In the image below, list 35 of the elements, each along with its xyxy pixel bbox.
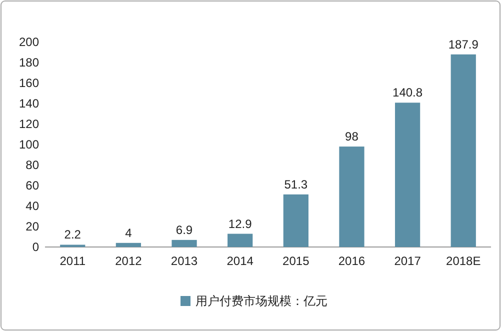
x-tick-label: 2011 bbox=[60, 254, 86, 268]
y-tick-label: 20 bbox=[26, 220, 40, 234]
data-label: 187.9 bbox=[448, 37, 479, 52]
bar bbox=[283, 194, 308, 247]
data-label: 4 bbox=[125, 226, 132, 240]
x-tick-label: 2014 bbox=[226, 254, 254, 268]
y-tick-label: 120 bbox=[18, 117, 40, 132]
legend-label: 用户付费市场规模：亿元 bbox=[196, 294, 328, 308]
y-tick-label: 160 bbox=[18, 76, 40, 90]
data-label: 51.3 bbox=[284, 177, 308, 192]
x-tick-label: 2012 bbox=[115, 254, 142, 268]
y-tick-label: 200 bbox=[18, 35, 40, 50]
y-tick-label: 140 bbox=[18, 96, 40, 111]
x-tick-label: 2017 bbox=[394, 254, 422, 268]
y-tick-label: 0 bbox=[32, 240, 40, 254]
y-tick-label: 100 bbox=[18, 138, 40, 152]
x-tick-label: 2015 bbox=[282, 254, 310, 268]
x-tick-label: 2013 bbox=[170, 254, 198, 268]
bar bbox=[228, 234, 253, 247]
bar bbox=[339, 146, 364, 247]
bar bbox=[394, 102, 420, 247]
data-label: 2.2 bbox=[64, 228, 82, 242]
y-tick-label: 80 bbox=[26, 158, 40, 172]
y-tick-label: 180 bbox=[18, 56, 40, 70]
y-tick-label: 60 bbox=[26, 178, 40, 193]
data-label: 6.9 bbox=[176, 222, 193, 237]
x-tick-label: 2016 bbox=[338, 254, 366, 268]
data-label: 140.8 bbox=[392, 86, 423, 100]
y-tick-label: 40 bbox=[26, 199, 40, 214]
data-label: 12.9 bbox=[228, 216, 252, 231]
x-tick-label: 2018E bbox=[446, 254, 481, 268]
bar bbox=[172, 240, 197, 247]
bar bbox=[116, 242, 142, 247]
bar bbox=[450, 54, 476, 247]
data-label: 98 bbox=[345, 130, 359, 144]
